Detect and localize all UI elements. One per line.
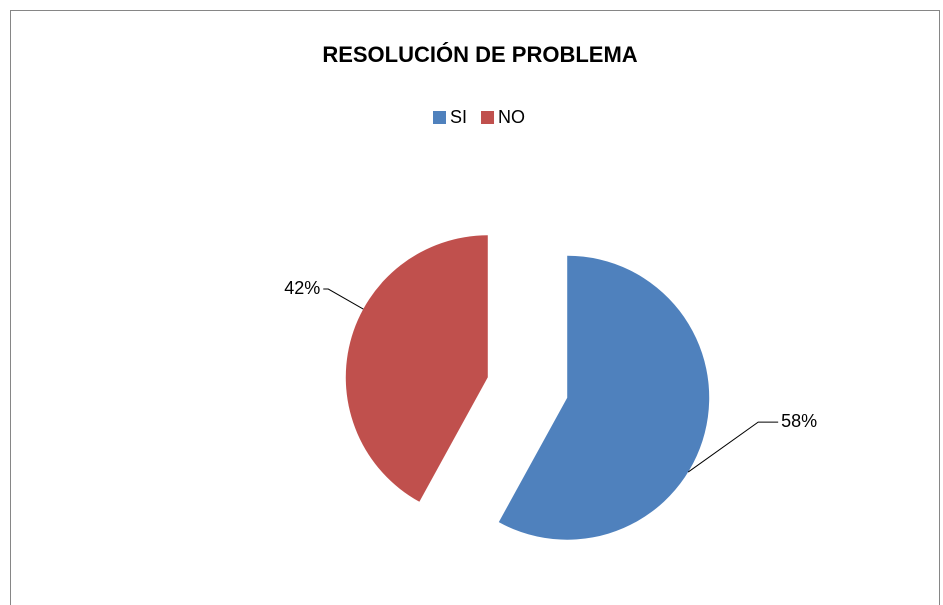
data-label: 42% bbox=[284, 278, 320, 298]
legend-swatch bbox=[433, 111, 446, 124]
legend-label: NO bbox=[498, 107, 525, 127]
leader-line bbox=[323, 288, 364, 310]
leader-line bbox=[687, 421, 779, 473]
chart-title: RESOLUCIÓN DE PROBLEMA bbox=[322, 42, 637, 67]
pie-slice bbox=[498, 255, 710, 540]
data-label: 58% bbox=[781, 411, 817, 431]
legend-swatch bbox=[481, 111, 495, 124]
legend-label: SI bbox=[450, 107, 467, 127]
pie-slice bbox=[345, 235, 488, 502]
